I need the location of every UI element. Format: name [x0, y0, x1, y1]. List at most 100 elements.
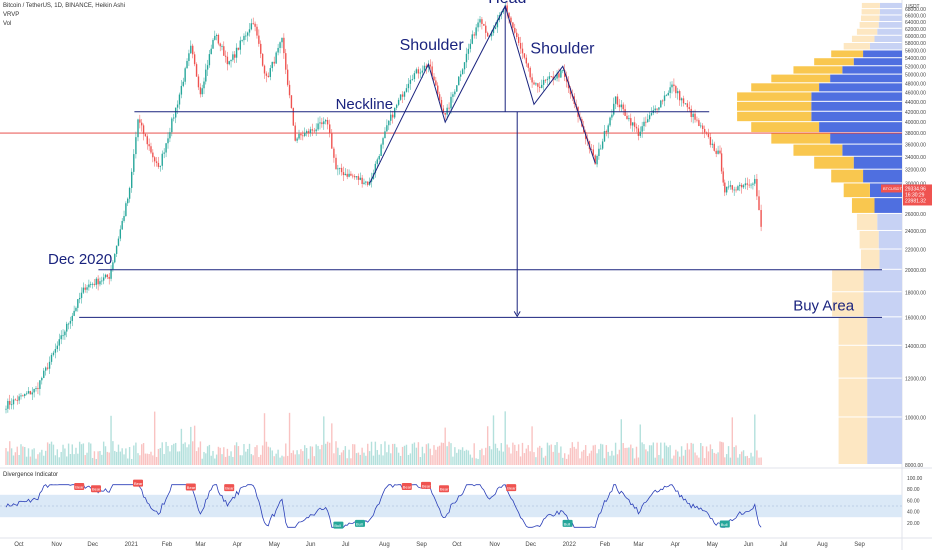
volume-bar — [635, 446, 638, 465]
candle — [558, 73, 560, 78]
volume-profile-bar-up — [838, 345, 868, 378]
volume-bar — [517, 444, 520, 465]
volume-bar — [409, 453, 412, 465]
candle — [24, 393, 26, 397]
last-price-box[interactable] — [903, 184, 932, 206]
volume-bar — [35, 458, 37, 465]
candle — [12, 399, 15, 405]
volume-bar — [101, 454, 103, 465]
volume-bar — [348, 449, 350, 465]
candle — [254, 23, 256, 27]
volume-bar — [686, 443, 689, 465]
volume-bar — [141, 444, 143, 465]
candle — [376, 159, 378, 164]
volume-bar — [673, 455, 675, 465]
volume-bar — [698, 457, 700, 465]
candle — [665, 95, 668, 97]
candle — [157, 162, 160, 167]
volume-bar — [344, 446, 347, 465]
candle — [33, 388, 35, 393]
candle — [374, 163, 377, 174]
candle — [260, 43, 262, 54]
volume-bar — [552, 451, 554, 465]
vol-label[interactable]: Vol — [3, 21, 12, 27]
head-and-shoulders-outline[interactable] — [369, 4, 596, 184]
volume-profile-bar-down — [879, 2, 902, 9]
volume-bar — [22, 446, 24, 465]
volume-bar — [41, 449, 43, 465]
bear-signal[interactable] — [506, 484, 517, 492]
time-axis-label: Aug — [379, 542, 390, 548]
neckline-label: Neckline — [336, 96, 394, 113]
vrvp-label[interactable]: VRVP — [3, 12, 20, 18]
candle — [539, 86, 541, 88]
volume-bar — [711, 449, 714, 465]
volume-bar — [488, 446, 491, 465]
candle — [475, 27, 477, 36]
bear-signal[interactable] — [439, 485, 449, 493]
volume-profile-bar-up — [860, 249, 880, 269]
volume-bar — [690, 442, 692, 465]
indicator-title[interactable]: Divergence Indicator — [3, 472, 59, 478]
volume-bar — [148, 454, 150, 465]
candle — [142, 125, 145, 134]
volume-bar — [713, 452, 715, 465]
candle — [279, 42, 281, 48]
candle — [7, 400, 9, 409]
bull-signal[interactable] — [562, 519, 573, 527]
volume-bar — [660, 442, 662, 465]
volume-bar — [350, 458, 352, 465]
volume-bar — [722, 442, 724, 465]
candle — [531, 77, 533, 83]
candle — [717, 150, 719, 154]
candle — [84, 287, 86, 290]
volume-bar — [496, 448, 499, 465]
volume-bar — [562, 457, 564, 465]
candle — [108, 276, 110, 279]
candle — [331, 132, 333, 149]
bear-signal[interactable] — [185, 483, 196, 491]
bear-signal[interactable] — [91, 485, 101, 493]
volume-bar — [717, 452, 719, 465]
volume-bar — [152, 455, 154, 465]
candle — [256, 26, 258, 36]
candle — [239, 40, 241, 50]
volume-bar — [540, 447, 543, 465]
volume-bar — [283, 456, 285, 465]
volume-bar — [112, 441, 114, 465]
volume-bar — [367, 443, 369, 465]
bear-signal[interactable] — [74, 482, 85, 490]
volume-bar — [661, 458, 664, 465]
bull-signal[interactable] — [333, 521, 344, 529]
candle — [694, 113, 696, 120]
volume-bar — [173, 443, 175, 465]
bear-signal[interactable] — [401, 482, 412, 490]
bull-signal[interactable] — [719, 520, 730, 528]
volume-bar — [581, 451, 583, 465]
time-axis-label: Jun — [306, 542, 316, 548]
candle — [748, 184, 750, 186]
candle — [448, 107, 450, 109]
symbol-price-tag[interactable] — [881, 184, 902, 193]
bull-signal[interactable] — [355, 519, 365, 527]
dec-2020-label: Dec 2020 — [48, 251, 112, 268]
volume-bar — [60, 451, 62, 465]
volume-bar — [331, 423, 333, 465]
bear-signal[interactable] — [224, 484, 235, 492]
bear-signal[interactable] — [133, 479, 143, 487]
volume-bar — [583, 449, 585, 465]
candle — [388, 120, 390, 126]
bear-signal-label: Bear — [403, 484, 412, 489]
volume-bar — [727, 446, 730, 465]
volume-bar — [88, 442, 90, 465]
volume-bar — [752, 456, 754, 465]
last-price-secondary: 23981.32 — [905, 198, 926, 204]
volume-profile-bar-down — [811, 92, 902, 101]
candle — [660, 100, 662, 108]
volume-profile-bar-down — [867, 345, 902, 378]
volume-profile-bar-down — [867, 378, 902, 417]
volume-bar — [353, 444, 356, 465]
volume-bar — [252, 455, 254, 465]
bear-signal[interactable] — [421, 481, 431, 489]
